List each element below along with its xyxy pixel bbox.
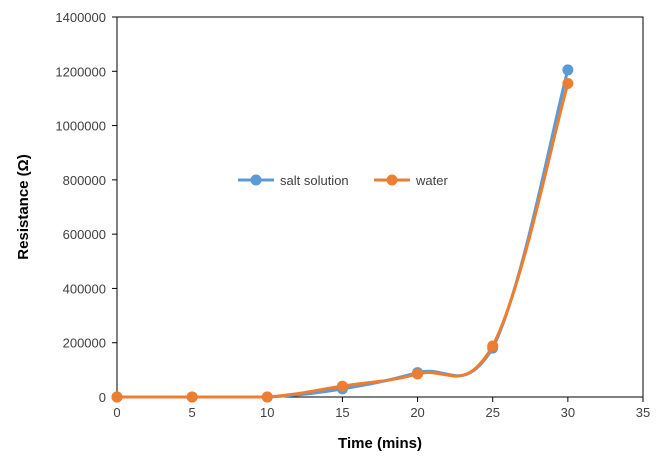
data-point	[186, 391, 198, 403]
legend: salt solution water	[238, 173, 448, 188]
plot-border	[116, 16, 644, 398]
plot-area	[116, 16, 644, 398]
series-line	[117, 83, 570, 399]
legend-label: water	[415, 173, 448, 188]
x-axis-title: Time (mins)	[338, 435, 422, 452]
series-layer	[111, 64, 574, 403]
y-tick-label: 800000	[63, 173, 106, 188]
y-axis-title: Resistance (Ω)	[15, 154, 32, 259]
data-point	[562, 78, 574, 89]
x-tick-label: 15	[335, 405, 349, 420]
series-water	[111, 78, 574, 403]
y-tick-label: 600000	[63, 227, 106, 242]
x-tick-label: 25	[485, 405, 499, 420]
x-tick-label: 5	[189, 405, 196, 420]
legend-item: water	[374, 173, 448, 188]
y-tick-label: 0	[99, 390, 106, 405]
legend-swatch-marker	[386, 174, 398, 186]
legend-item: salt solution	[238, 173, 349, 188]
y-tick-label: 1200000	[55, 64, 106, 79]
y-tick-label: 1000000	[55, 119, 106, 134]
x-tick-label: 0	[113, 405, 120, 420]
data-point	[487, 340, 499, 352]
data-point	[261, 391, 273, 403]
axes: 0 5 10 15 20 25 30 35 0 200000 400000 600000 800000 1…	[55, 10, 650, 420]
x-tick-label: 10	[260, 405, 274, 420]
legend-label: salt solution	[280, 173, 349, 188]
data-point	[562, 64, 574, 76]
y-tick-label: 200000	[63, 336, 106, 351]
x-tick-label: 35	[636, 405, 650, 420]
data-point	[412, 368, 424, 380]
x-tick-label: 30	[561, 405, 575, 420]
legend-swatch-marker	[250, 174, 262, 186]
series-salt-solution	[111, 64, 574, 403]
x-tick-label: 20	[410, 405, 424, 420]
data-point	[336, 380, 348, 392]
data-point	[111, 391, 123, 403]
series-line	[117, 69, 570, 399]
y-tick-label: 1400000	[55, 10, 106, 25]
y-tick-label: 400000	[63, 281, 106, 296]
